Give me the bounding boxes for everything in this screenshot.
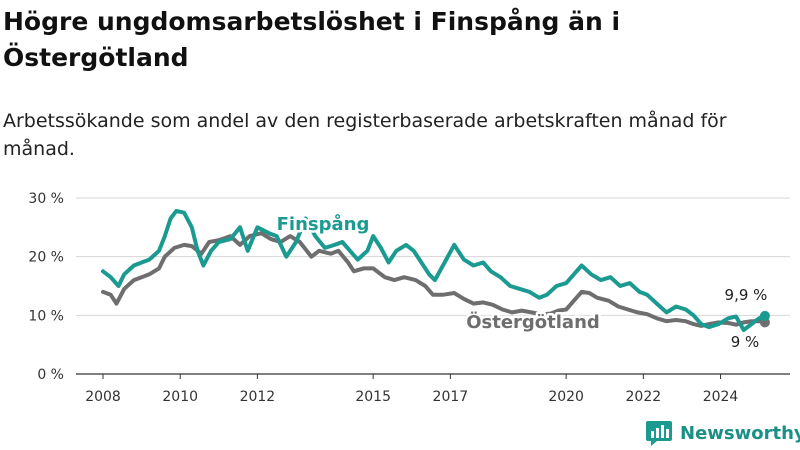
end-value-label-finspang: 9,9 % — [725, 286, 768, 304]
x-tick-label: 2015 — [355, 389, 391, 405]
y-tick-label: 0 % — [37, 367, 64, 383]
end-value-label-ostergotland: 9 % — [731, 333, 760, 351]
series-line-1 — [101, 208, 767, 332]
chart-subtitle: Arbetssökande som andel av den registerb… — [3, 110, 727, 160]
brand-name: Newsworthy — [680, 422, 800, 444]
series-name-label-ostergotland: Östergötland — [466, 311, 600, 333]
series-end-point — [759, 310, 770, 321]
x-tick-label: 2008 — [85, 389, 121, 405]
series-line-0 — [101, 231, 767, 328]
series-name-label-finspang: Finspång — [277, 213, 370, 235]
x-tick-label: 2010 — [162, 389, 198, 405]
bar-chart-logo-icon — [646, 421, 672, 446]
chart-title: Högre ungdomsarbetslöshet i Finspång än … — [3, 7, 621, 72]
y-tick-label: 30 % — [28, 191, 64, 207]
x-tick-label: 2020 — [548, 389, 584, 405]
y-tick-label: 10 % — [28, 308, 64, 324]
y-tick-label: 20 % — [28, 250, 64, 266]
series-layer — [101, 208, 770, 332]
x-tick-label: 2024 — [703, 389, 739, 405]
x-tick-label: 2017 — [433, 389, 469, 405]
x-tick-label: 2022 — [626, 389, 662, 405]
x-tick-label: 2012 — [240, 389, 276, 405]
label-layer: 0 % 10 % 20 % 30 % 2008 2010 2012 2015 2017 2020 2… — [28, 191, 767, 405]
grid-layer — [76, 197, 790, 379]
newsworthy-logo: Newsworthy — [645, 419, 800, 447]
